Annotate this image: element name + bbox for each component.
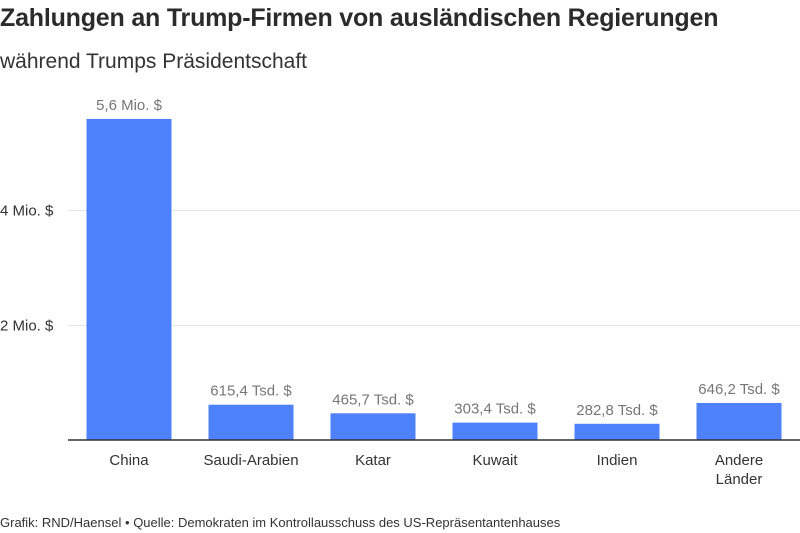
x-tick-label: Saudi-Arabien [203, 452, 298, 469]
x-tick-label: Katar [355, 452, 391, 469]
x-tick-label: Kuwait [472, 452, 518, 469]
credit-text: Grafik: RND/Haensel [0, 515, 122, 530]
bar-chart: 2 Mio. $ 4 Mio. $ 5,6 Mio. $ China 615,4 Tsd… [0, 97, 800, 488]
y-tick-label: 2 Mio. $ [0, 317, 54, 334]
bar [208, 404, 294, 440]
data-label: 5,6 Mio. $ [96, 97, 163, 114]
footer: Grafik: RND/Haensel • Quelle: Demokraten… [0, 515, 560, 530]
bar [330, 413, 416, 440]
y-tick-label: 4 Mio. $ [0, 203, 54, 220]
source-text: Quelle: Demokraten im Kontrollausschuss … [133, 515, 561, 530]
data-label: 303,4 Tsd. $ [454, 401, 536, 418]
data-label: 646,2 Tsd. $ [698, 381, 780, 398]
bar [452, 422, 538, 440]
data-label: 615,4 Tsd. $ [210, 383, 292, 400]
bar [86, 118, 172, 440]
x-tick-label: China [109, 452, 149, 469]
x-tick-label: Indien [597, 452, 638, 469]
data-label: 465,7 Tsd. $ [332, 391, 414, 408]
bar [574, 423, 660, 440]
chart-subtitle: während Trumps Präsidentschaft [0, 50, 307, 73]
data-label: 282,8 Tsd. $ [576, 402, 658, 419]
chart-title: Zahlungen an Trump-Firmen von ausländisc… [0, 4, 719, 32]
x-tick-label: Andere Länder [715, 452, 763, 488]
separator-dot: • [125, 515, 130, 530]
bar [696, 402, 782, 440]
